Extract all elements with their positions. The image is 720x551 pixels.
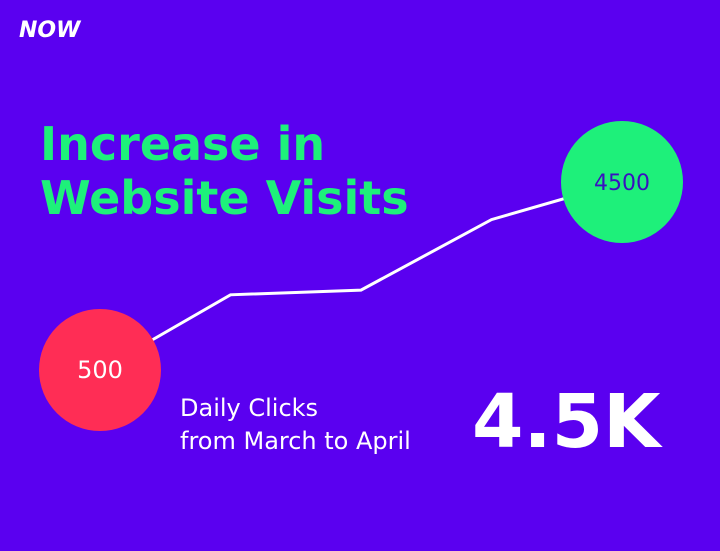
- point-marker: [39, 309, 161, 431]
- chart-title: Increase in: [40, 117, 325, 171]
- data-label: 500: [77, 356, 123, 384]
- caption: Daily Clicks: [180, 394, 318, 422]
- logo: NOW: [19, 18, 82, 43]
- caption: from March to April: [180, 427, 411, 455]
- point-marker: [561, 121, 683, 243]
- chart-title: Website Visits: [40, 171, 409, 225]
- data-label: 4500: [594, 171, 650, 196]
- headline: 4.5K: [472, 379, 663, 465]
- line: [99, 180, 623, 372]
